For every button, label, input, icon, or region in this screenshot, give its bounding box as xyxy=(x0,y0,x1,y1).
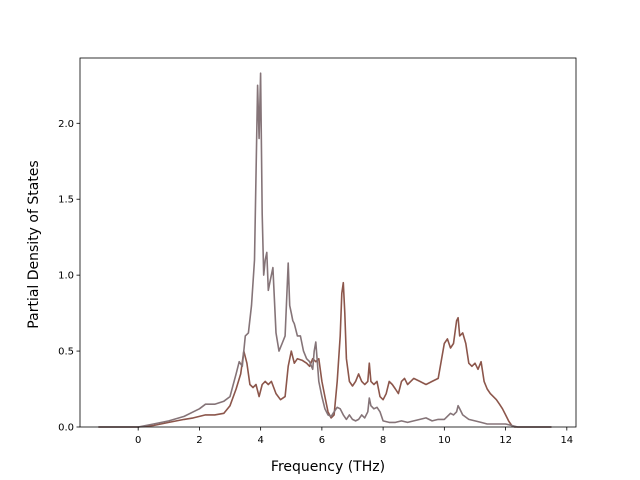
y-axis: 0.0 0.5 1.0 1.5 2.0 xyxy=(58,119,80,434)
x-tick-label: 4 xyxy=(257,435,263,446)
x-tick-label: 14 xyxy=(560,435,573,446)
x-tick-label: 12 xyxy=(499,435,512,446)
x-tick-label: 6 xyxy=(319,435,325,446)
series-line-1 xyxy=(98,281,552,428)
y-axis-label: Partial Density of States xyxy=(26,160,42,328)
axes-frame xyxy=(79,57,577,428)
series-layer xyxy=(98,72,552,428)
x-axis-label: Frequency (THz) xyxy=(271,459,385,475)
y-tick-label: 1.0 xyxy=(58,271,74,282)
x-tick-label: 0 xyxy=(135,435,141,446)
x-tick-label: 10 xyxy=(438,435,451,446)
y-tick-label: 0.5 xyxy=(58,347,74,358)
y-tick-label: 0.0 xyxy=(58,423,74,434)
y-tick-label: 2.0 xyxy=(58,119,74,130)
x-axis: 0 2 4 6 8 10 12 14 xyxy=(135,427,573,446)
x-tick-label: 2 xyxy=(196,435,202,446)
series-line-2 xyxy=(98,72,552,428)
x-tick-label: 8 xyxy=(380,435,386,446)
y-tick-label: 1.5 xyxy=(58,195,74,206)
